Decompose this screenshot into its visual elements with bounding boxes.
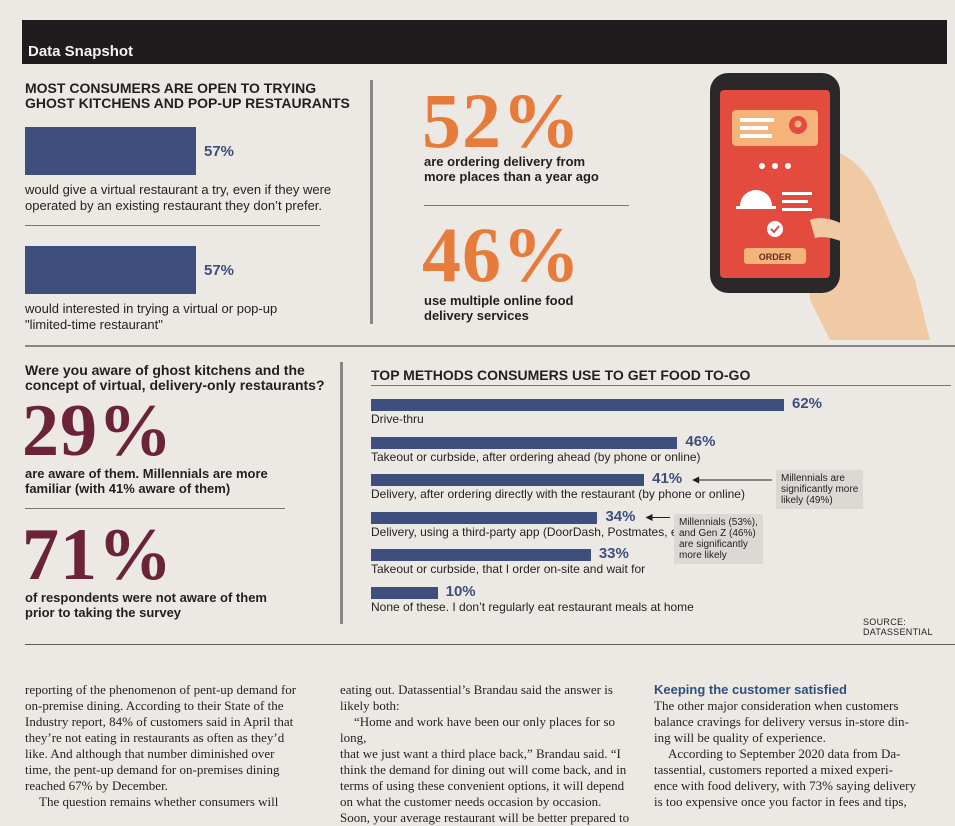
method-category-label: Drive-thru	[371, 412, 424, 426]
method-bar	[371, 474, 645, 486]
annotation-line: significantly more	[781, 484, 859, 495]
chart-source: SOURCE: DATASSENTIAL	[863, 617, 933, 637]
method-category-label: Takeout or curbside, after ordering ahea…	[371, 449, 701, 464]
delivery-stat1-line2: more places than a year ago	[424, 169, 599, 184]
order-button-graphic	[744, 248, 806, 264]
article-line: “Home and work have been our only places…	[340, 714, 615, 745]
virtual-bar-1	[25, 127, 196, 175]
virtual-bar-2	[25, 246, 196, 294]
annotation-line: more likely	[679, 550, 727, 561]
article-line: balance cravings for delivery versus in-…	[654, 714, 909, 729]
check-icon	[767, 221, 783, 237]
article-line: tassential, customers reported a mixed e…	[654, 762, 893, 777]
annotation-callout: Millennials are significantly more likely …	[776, 470, 864, 509]
article-column-1: reporting of the phenomenon of pent-up d…	[25, 682, 325, 810]
banner-label: Data Snapshot	[28, 43, 134, 60]
thumb-icon	[810, 218, 855, 245]
virtual-text-2a: would interested in trying a virtual or …	[25, 301, 278, 316]
chart-title-rule	[371, 385, 951, 386]
method-bar	[371, 586, 438, 599]
annotation-line: Millennials are	[781, 473, 845, 484]
article-line: Soon, your average restaurant will be be…	[340, 810, 630, 825]
method-category-label: Delivery, after ordering directly with t…	[371, 487, 745, 501]
method-bar	[371, 436, 678, 449]
phone-illustration: ORDER	[710, 73, 930, 340]
virtual-text-1a: would give a virtual restaurant a try, e…	[25, 182, 332, 197]
awareness-question-line1: Were you aware of ghost kitchens and the	[25, 362, 305, 378]
method-category-label: None of these. I don’t regularly eat res…	[371, 599, 694, 614]
method-category-label: Delivery, using a third-party app (DoorD…	[371, 524, 695, 539]
article-line: reporting of the phenomenon of pent-up d…	[25, 682, 297, 697]
article-line: think the demand for dining out will com…	[340, 762, 627, 777]
awareness-stat1-line2: familiar (with 41% aware of them)	[25, 481, 231, 496]
method-bar	[371, 511, 598, 524]
delivery-stat2-line1: use multiple online food	[424, 293, 574, 308]
virtual-text-1b: operated by an existing restaurant they …	[25, 198, 323, 213]
method-value-label: 10%	[445, 582, 476, 600]
method-value-label: 41%	[652, 470, 683, 487]
divider	[424, 205, 629, 206]
vertical-divider	[370, 80, 373, 324]
annotation-line: are significantly	[679, 539, 748, 550]
vertical-divider	[340, 362, 343, 624]
method-value-label: 62%	[792, 395, 823, 412]
awareness-stat2-pct: 71%	[22, 514, 173, 596]
virtual-title-line2: GHOST KITCHENS AND POP-UP RESTAURANTS	[25, 95, 350, 111]
method-value-label: 46%	[685, 432, 716, 450]
virtual-pct-1: 57%	[204, 143, 235, 160]
article-line: on what the customer needs occasion by o…	[340, 794, 602, 809]
delivery-stat1-pct: 52%	[422, 77, 581, 164]
article-line: that we just want a third place back,” B…	[340, 746, 621, 761]
method-bar	[371, 549, 591, 561]
article-line: time, the pent-up demand for on-premises…	[25, 762, 280, 777]
data-snapshot-banner	[22, 20, 947, 64]
article-line: is too expensive once you factor in fees…	[654, 794, 907, 809]
chart-title: TOP METHODS CONSUMERS USE TO GET FOOD TO…	[371, 367, 751, 383]
article-line: reached 67% by December.	[25, 778, 168, 793]
article-line: eating out. Datassential’s Brandau said …	[340, 682, 613, 697]
article-line: likely both:	[340, 698, 400, 713]
method-value-label: 33%	[598, 545, 629, 562]
article-line: ence with food delivery, with 73% saying…	[654, 778, 916, 793]
awareness-stat2-line2: prior to taking the survey	[25, 605, 182, 620]
article-separator	[25, 644, 955, 645]
article-line: like. And although that number diminishe…	[25, 746, 275, 761]
article-line: ing will be quality of experience.	[654, 730, 826, 745]
annotation-line: Millennials (53%),	[679, 517, 758, 528]
annotation-callout: Millennials (53%), and Gen Z (46%) are sig…	[674, 514, 763, 564]
awareness-stat1-line1: are aware of them. Millennials are more	[25, 466, 268, 481]
col1-para2: The question remains whether consumers w…	[39, 794, 279, 809]
virtual-pct-2: 57%	[204, 262, 235, 279]
annotation-line: likely (49%)	[781, 495, 833, 506]
col3-heading: Keeping the customer satisfied	[654, 682, 847, 697]
article-line: According to September 2020 data from Da…	[668, 746, 901, 761]
article-line: on-premise dining. According to their St…	[25, 698, 284, 713]
method-category-label: Takeout or curbside, that I order on-sit…	[371, 562, 646, 576]
divider	[25, 225, 320, 226]
divider	[25, 508, 285, 509]
awareness-stat1-pct: 29%	[22, 390, 173, 472]
delivery-stat1-line1: are ordering delivery from	[424, 154, 586, 169]
article-line: they’re not eating in restaurants as oft…	[25, 730, 285, 745]
article-column-2: eating out. Datassential’s Brandau said …	[340, 682, 640, 826]
method-bar	[371, 399, 784, 411]
food-dome-icon	[740, 190, 772, 206]
awareness-stat2-line1: of respondents were not aware of them	[25, 590, 267, 605]
awareness-question-line2: concept of virtual, delivery-only restau…	[25, 377, 325, 393]
article-line: terms of using these convenient options,…	[340, 778, 625, 793]
order-label: ORDER	[759, 252, 792, 262]
virtual-title-line1: MOST CONSUMERS ARE OPEN TO TRYING	[25, 80, 317, 96]
method-value-label: 34%	[605, 507, 636, 525]
article-line: Industry report, 84% of customers said i…	[25, 714, 294, 729]
section-separator	[25, 345, 955, 347]
methods-chart: 62% Drive-thru 46% Takeout or curbside, aft…	[371, 395, 864, 614]
delivery-stat2-line2: delivery services	[424, 308, 529, 323]
annotation-line: and Gen Z (46%)	[679, 528, 756, 539]
virtual-text-2b: "limited-time restaurant"	[25, 317, 163, 332]
article-column-3: Keeping the customer satisfied The other…	[654, 682, 954, 810]
delivery-stat2-pct: 46%	[422, 211, 581, 298]
article-line: The other major consideration when custo…	[654, 698, 899, 713]
